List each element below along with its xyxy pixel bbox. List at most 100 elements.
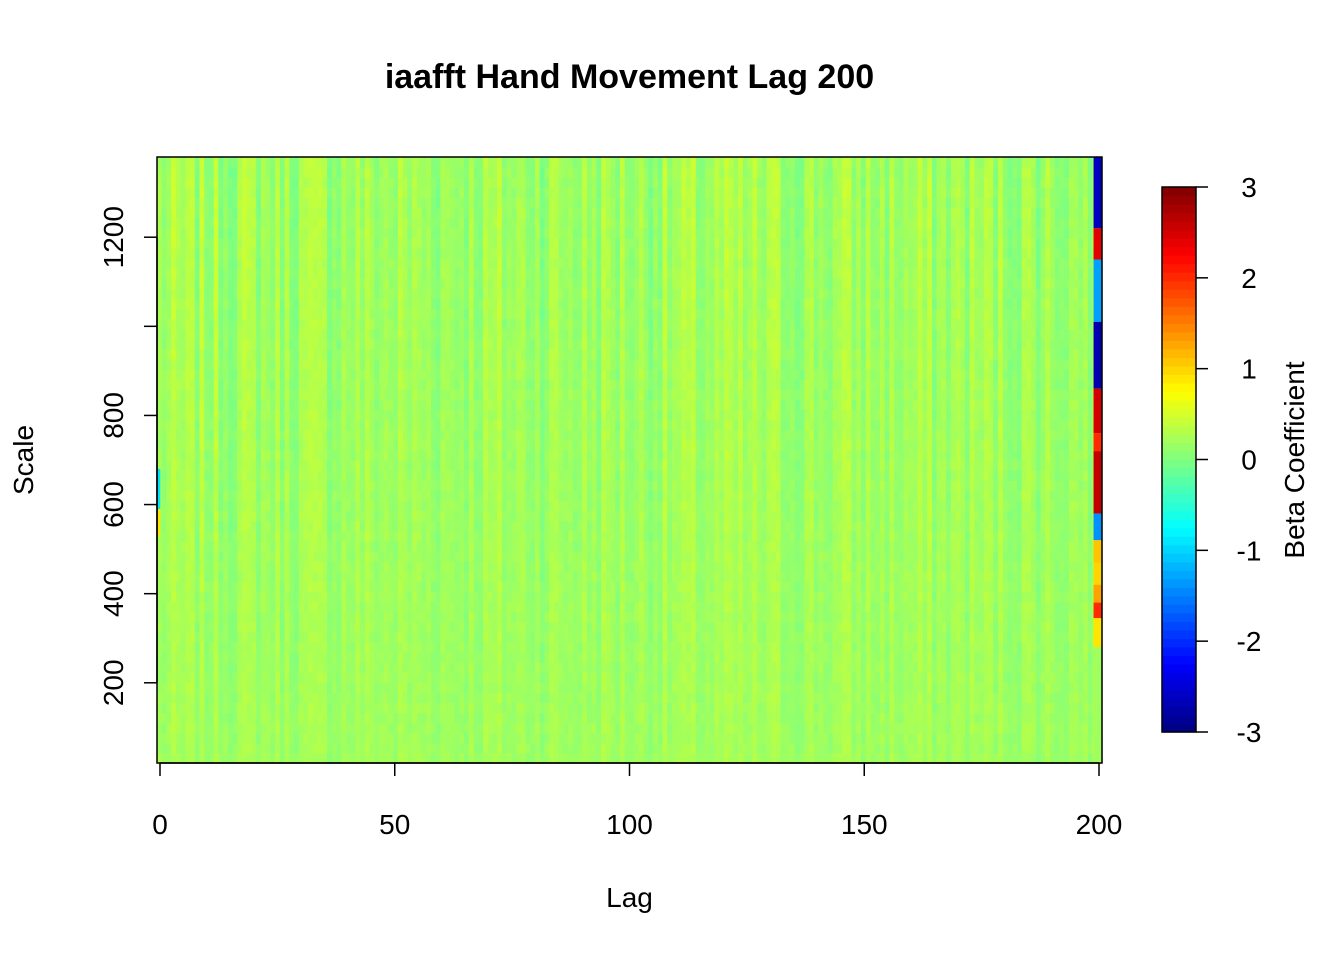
heatmap-cell bbox=[487, 732, 494, 744]
heatmap-cell bbox=[336, 601, 342, 613]
heatmap-cell bbox=[487, 520, 494, 532]
heatmap-cell bbox=[501, 258, 508, 269]
heatmap-cell bbox=[317, 338, 323, 350]
heatmap-cell bbox=[350, 752, 357, 764]
heatmap-cell bbox=[483, 328, 489, 340]
heatmap-cell bbox=[327, 217, 333, 229]
heatmap-cell bbox=[175, 399, 182, 411]
heatmap-cell bbox=[379, 288, 385, 299]
heatmap-cell bbox=[454, 439, 460, 451]
heatmap-cell bbox=[525, 722, 531, 734]
heatmap-cell bbox=[379, 510, 385, 522]
heatmap-cell bbox=[416, 631, 423, 643]
heatmap-cell bbox=[539, 682, 546, 693]
heatmap-cell bbox=[350, 591, 357, 602]
heatmap-cell bbox=[327, 338, 333, 350]
heatmap-cell bbox=[350, 611, 357, 623]
heatmap-cell bbox=[506, 712, 512, 724]
heatmap-cell bbox=[308, 328, 314, 340]
heatmap-cell bbox=[487, 328, 494, 340]
heatmap-cell bbox=[393, 631, 399, 643]
heatmap-cell bbox=[161, 157, 168, 168]
heatmap-cell bbox=[397, 278, 404, 289]
heatmap-cell bbox=[204, 359, 210, 370]
heatmap-cell bbox=[360, 268, 366, 279]
heatmap-cell bbox=[251, 167, 257, 178]
heatmap-cell bbox=[336, 540, 342, 552]
heatmap-cell bbox=[298, 258, 305, 269]
heatmap-cell bbox=[464, 631, 470, 643]
heatmap-cell bbox=[218, 641, 224, 653]
heatmap-cell bbox=[279, 460, 286, 471]
heatmap-cell bbox=[341, 187, 347, 198]
heatmap-cell bbox=[388, 157, 394, 168]
heatmap-cell bbox=[279, 207, 286, 219]
heatmap-cell bbox=[501, 197, 508, 209]
heatmap-cell bbox=[350, 742, 357, 754]
heatmap-cell bbox=[317, 722, 323, 734]
heatmap-cell bbox=[194, 712, 201, 724]
heatmap-cell bbox=[535, 662, 541, 673]
heatmap-cell bbox=[260, 651, 267, 663]
heatmap-cell bbox=[223, 197, 229, 209]
heatmap-cell bbox=[322, 621, 328, 633]
heatmap-cell bbox=[312, 591, 319, 602]
heatmap-cell bbox=[440, 379, 446, 390]
heatmap-cell bbox=[294, 540, 300, 552]
heatmap-cell bbox=[180, 662, 186, 673]
heatmap-cell bbox=[251, 752, 257, 764]
heatmap-cell bbox=[331, 722, 338, 734]
heatmap-cell bbox=[242, 631, 248, 643]
heatmap-cell bbox=[312, 278, 319, 289]
heatmap-cell bbox=[175, 268, 182, 279]
heatmap-cell bbox=[369, 742, 375, 754]
heatmap-cell bbox=[185, 752, 191, 764]
heatmap-cell bbox=[355, 561, 361, 572]
heatmap-cell bbox=[483, 369, 489, 380]
heatmap-cell bbox=[166, 348, 172, 360]
heatmap-cell bbox=[388, 621, 394, 633]
heatmap-cell bbox=[454, 369, 460, 380]
heatmap-cell bbox=[308, 641, 314, 653]
heatmap-cell bbox=[501, 561, 508, 572]
heatmap-cell bbox=[459, 611, 465, 623]
heatmap-cell bbox=[327, 672, 333, 683]
heatmap-cell bbox=[464, 470, 470, 481]
heatmap-cell bbox=[535, 429, 541, 441]
heatmap-cell bbox=[360, 530, 366, 542]
heatmap-cell bbox=[473, 702, 479, 714]
heatmap-cell bbox=[530, 359, 536, 370]
heatmap-cell bbox=[312, 672, 319, 683]
heatmap-cell bbox=[246, 571, 253, 582]
heatmap-cell bbox=[549, 631, 555, 643]
heatmap-cell bbox=[464, 480, 470, 491]
heatmap-cell bbox=[468, 207, 475, 219]
heatmap-cell bbox=[341, 258, 347, 269]
heatmap-cell bbox=[190, 429, 196, 441]
heatmap-cell bbox=[464, 692, 470, 703]
heatmap-cell bbox=[242, 530, 248, 542]
heatmap-cell bbox=[256, 369, 262, 380]
heatmap-cell bbox=[166, 561, 172, 572]
heatmap-cell bbox=[544, 187, 550, 198]
heatmap-cell bbox=[511, 641, 517, 653]
heatmap-cell bbox=[416, 449, 423, 461]
heatmap-cell bbox=[303, 550, 309, 562]
heatmap-cell bbox=[369, 621, 375, 633]
heatmap-cell bbox=[355, 187, 361, 198]
heatmap-cell bbox=[256, 237, 262, 249]
heatmap-cell bbox=[421, 540, 427, 552]
heatmap-cell bbox=[397, 207, 404, 219]
heatmap-cell bbox=[350, 682, 357, 693]
heatmap-cell bbox=[256, 217, 262, 229]
heatmap-cell bbox=[402, 712, 409, 724]
heatmap-cell bbox=[175, 207, 182, 219]
heatmap-cell bbox=[464, 591, 470, 602]
heatmap-cell bbox=[393, 621, 399, 633]
heatmap-cell bbox=[171, 682, 177, 693]
heatmap-cell bbox=[237, 490, 243, 501]
heatmap-cell bbox=[204, 460, 210, 471]
heatmap-cell bbox=[327, 227, 333, 239]
heatmap-cell bbox=[204, 621, 210, 633]
heatmap-cell bbox=[544, 348, 550, 360]
